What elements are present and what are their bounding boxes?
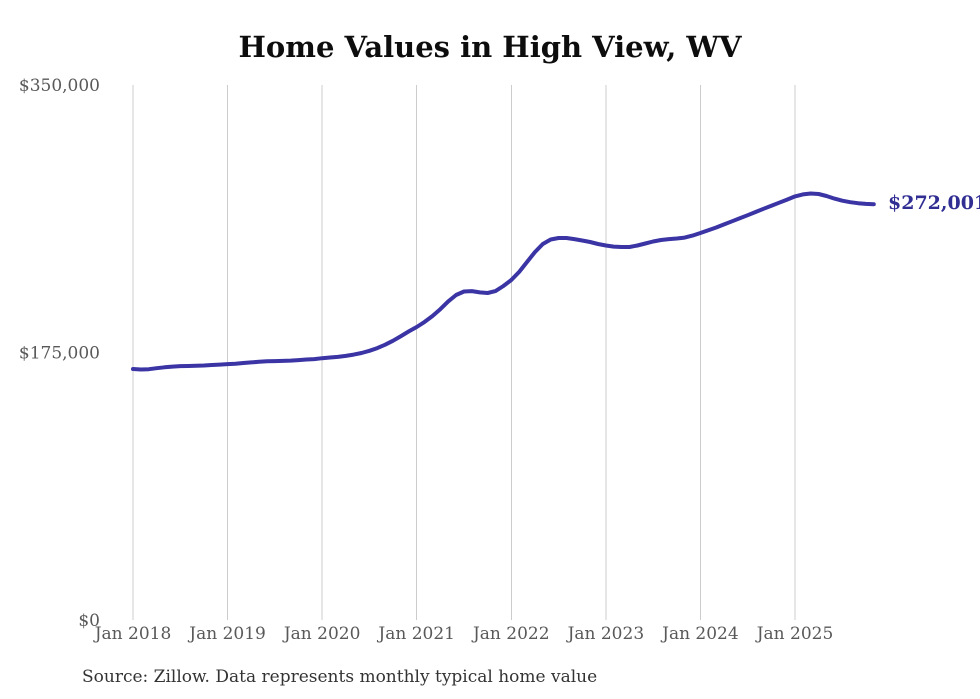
x-tick-label: Jan 2024 — [660, 624, 739, 644]
latest-value-label: $272,001 — [888, 192, 980, 215]
y-tick-label: $350,000 — [19, 76, 100, 96]
x-tick-label: Jan 2023 — [566, 624, 645, 644]
chart-title: Home Values in High View, WV — [238, 30, 742, 64]
x-tick-label: Jan 2021 — [376, 624, 455, 644]
x-tick-label: Jan 2018 — [93, 624, 172, 644]
x-tick-label: Jan 2020 — [282, 624, 361, 644]
home-value-line — [131, 191, 876, 372]
y-tick-label: $175,000 — [19, 344, 100, 364]
x-tick-label: Jan 2022 — [471, 624, 550, 644]
y-tick-label: $0 — [78, 611, 100, 631]
x-tick-label: Jan 2019 — [187, 624, 266, 644]
x-tick-label: Jan 2025 — [755, 624, 834, 644]
source-note: Source: Zillow. Data represents monthly … — [82, 667, 598, 687]
